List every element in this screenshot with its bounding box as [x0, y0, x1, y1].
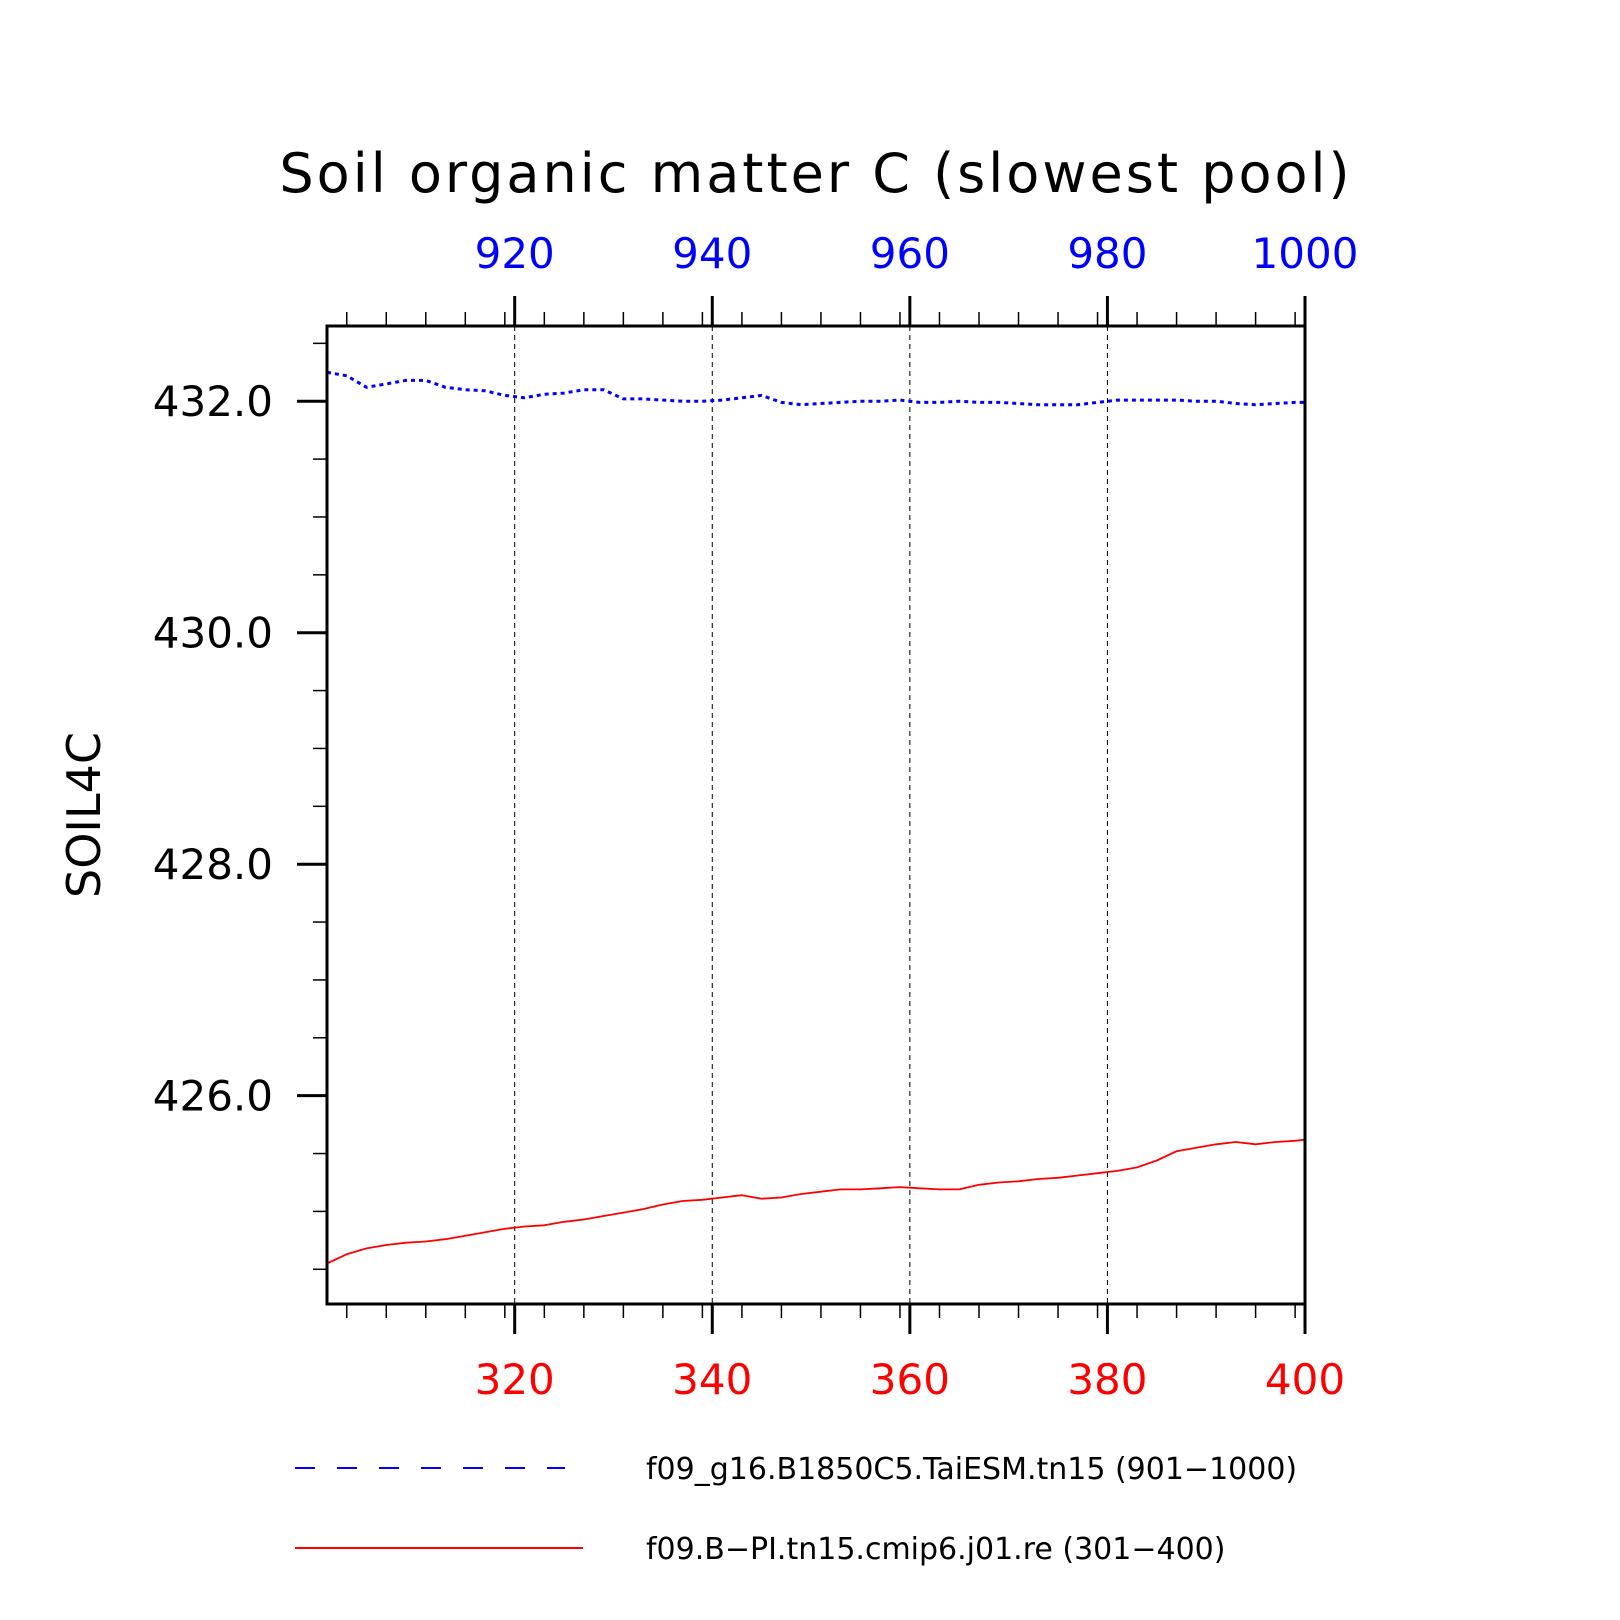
legend: f09_g16.B1850C5.TaiESM.tn15 (901−1000) f… — [295, 1452, 1297, 1567]
x-bottom-tick-label: 360 — [870, 1355, 950, 1404]
x-top-tick-label: 940 — [672, 229, 752, 278]
tick-labels: 320 340 360 380 400 920 940 960 980 1000 426.0 428.… — [153, 229, 1359, 1404]
series-line-0 — [326, 370, 1305, 407]
x-bottom-tick-label: 340 — [672, 1355, 752, 1404]
x-top-tick-label: 980 — [1067, 229, 1147, 278]
legend-label-red: f09.B−PI.tn15.cmip6.j01.re (301−400) — [646, 1532, 1225, 1567]
y-axis-label: SOIL4C — [57, 732, 111, 898]
y-tick-label: 428.0 — [153, 840, 273, 889]
plot-frame — [325, 324, 1307, 1306]
y-tick-label: 426.0 — [153, 1072, 273, 1121]
grid-lines — [514, 326, 1108, 1304]
axis-ticks — [297, 296, 1307, 1334]
legend-label-blue: f09_g16.B1850C5.TaiESM.tn15 (901−1000) — [646, 1452, 1297, 1487]
y-tick-label: 430.0 — [153, 609, 273, 658]
x-bottom-tick-label: 400 — [1265, 1355, 1345, 1404]
y-tick-label: 432.0 — [153, 377, 273, 426]
chart-title: Soil organic matter C (slowest pool) — [279, 142, 1352, 205]
series-line-1 — [326, 1138, 1306, 1265]
series-lines — [326, 370, 1306, 1265]
x-bottom-tick-label: 320 — [475, 1355, 555, 1404]
x-top-tick-label: 920 — [475, 229, 555, 278]
x-top-tick-label: 1000 — [1252, 229, 1359, 278]
x-bottom-tick-label: 380 — [1067, 1355, 1147, 1404]
x-top-tick-label: 960 — [870, 229, 950, 278]
